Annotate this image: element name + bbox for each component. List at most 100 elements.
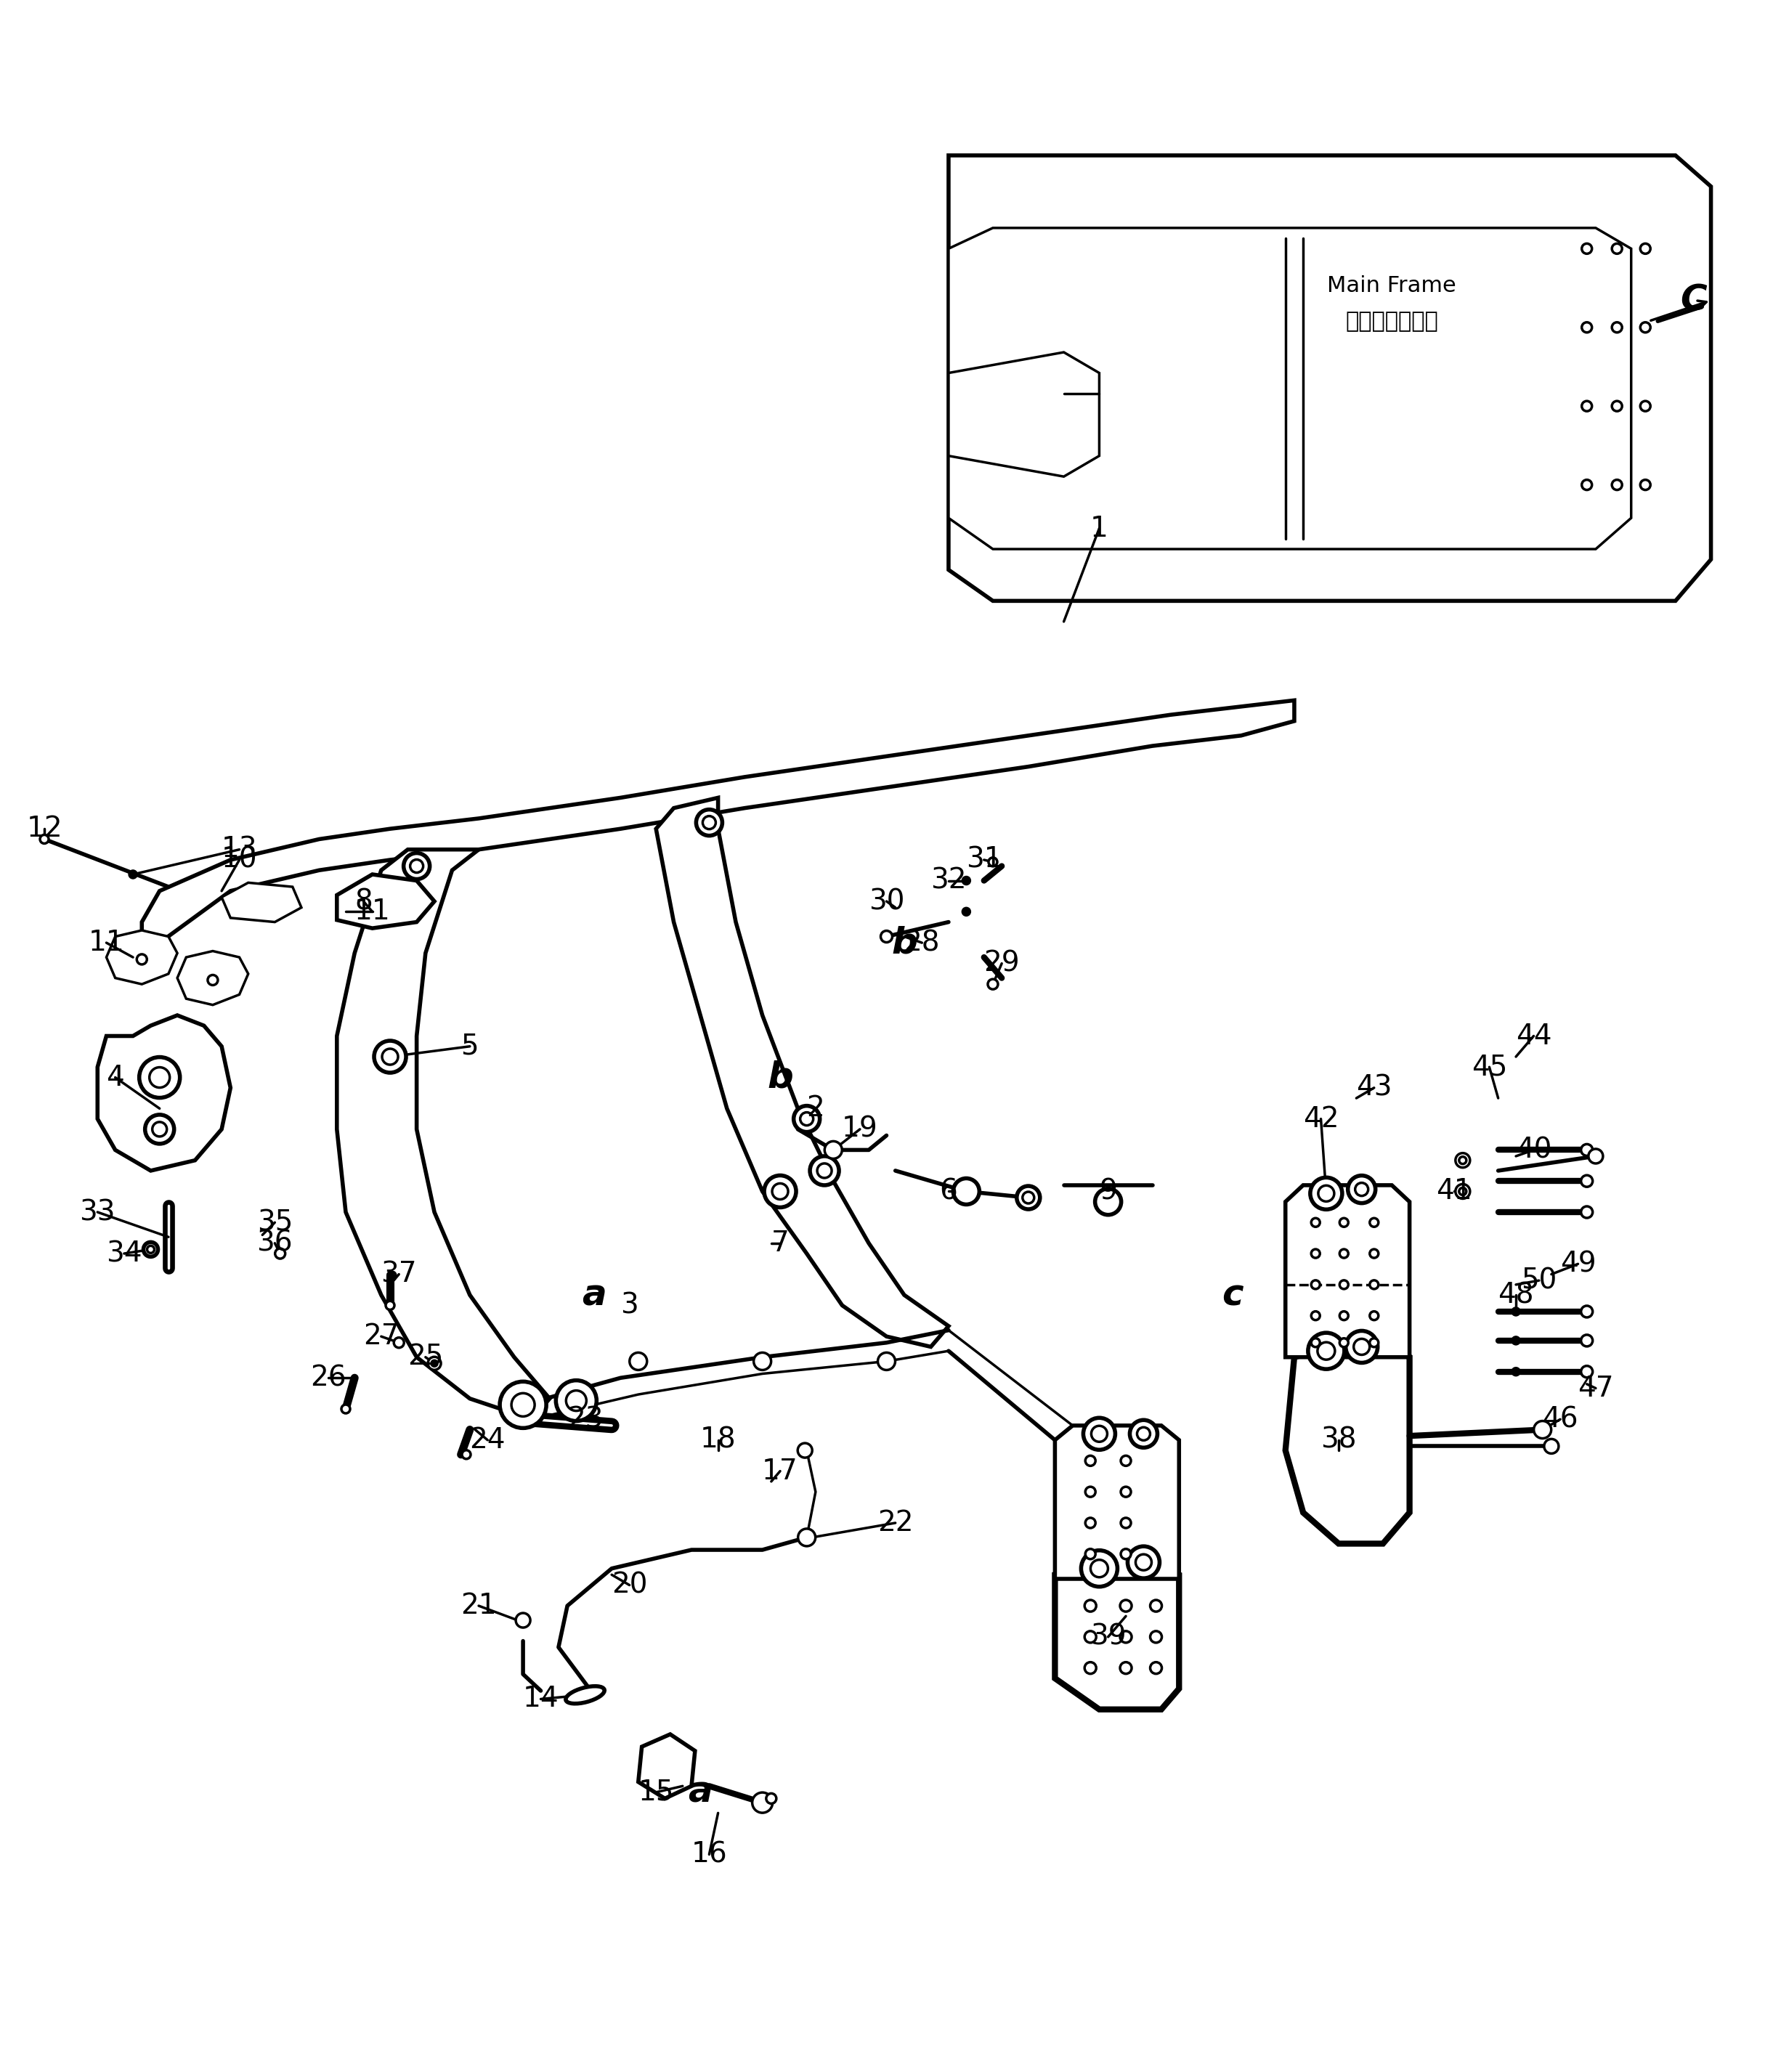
Circle shape <box>702 816 716 829</box>
Text: 50: 50 <box>1521 1266 1557 1295</box>
Circle shape <box>1308 1332 1344 1370</box>
Circle shape <box>404 854 429 879</box>
Text: 4: 4 <box>106 1063 124 1092</box>
Polygon shape <box>949 155 1711 601</box>
Circle shape <box>152 1121 167 1138</box>
Circle shape <box>1121 1519 1131 1527</box>
Text: 24: 24 <box>470 1426 505 1455</box>
Text: 26: 26 <box>310 1363 346 1392</box>
Circle shape <box>1151 1631 1161 1643</box>
Circle shape <box>1121 1600 1131 1612</box>
Text: C: C <box>1679 284 1707 317</box>
Circle shape <box>516 1612 530 1629</box>
Text: 42: 42 <box>1303 1104 1339 1133</box>
Circle shape <box>500 1382 546 1428</box>
Circle shape <box>1512 1307 1519 1316</box>
Circle shape <box>1612 244 1622 253</box>
Circle shape <box>1459 1156 1466 1164</box>
Text: 30: 30 <box>869 887 904 916</box>
Circle shape <box>1582 1365 1592 1378</box>
Circle shape <box>766 1794 777 1803</box>
Text: c: c <box>1222 1278 1243 1312</box>
Circle shape <box>1640 244 1651 253</box>
Circle shape <box>881 930 892 943</box>
Circle shape <box>800 1113 814 1125</box>
Circle shape <box>629 1353 647 1370</box>
Text: 32: 32 <box>931 866 966 895</box>
Circle shape <box>1612 402 1622 410</box>
Text: Main Frame: Main Frame <box>1328 276 1456 296</box>
Circle shape <box>145 1115 174 1144</box>
Text: 29: 29 <box>984 949 1019 978</box>
Text: a: a <box>688 1776 713 1809</box>
Polygon shape <box>337 850 550 1419</box>
Circle shape <box>1312 1249 1319 1258</box>
Circle shape <box>963 908 970 916</box>
Text: 15: 15 <box>638 1778 674 1807</box>
Text: 40: 40 <box>1516 1135 1551 1164</box>
Text: 20: 20 <box>612 1571 647 1600</box>
Text: 39: 39 <box>1090 1622 1126 1651</box>
Circle shape <box>1090 1426 1108 1442</box>
Text: 33: 33 <box>80 1198 115 1227</box>
Circle shape <box>1456 1183 1470 1200</box>
Text: 35: 35 <box>257 1208 293 1237</box>
Circle shape <box>1121 1457 1131 1465</box>
Circle shape <box>1371 1339 1378 1347</box>
Text: 25: 25 <box>408 1343 443 1372</box>
Circle shape <box>1121 1662 1131 1674</box>
Circle shape <box>1640 323 1651 332</box>
Circle shape <box>1582 1206 1592 1218</box>
Polygon shape <box>1285 1336 1410 1544</box>
Circle shape <box>794 1106 819 1131</box>
Text: b: b <box>892 926 917 959</box>
Circle shape <box>41 835 48 843</box>
Text: 28: 28 <box>904 928 940 957</box>
Text: 18: 18 <box>700 1426 736 1455</box>
Text: 43: 43 <box>1356 1073 1392 1102</box>
Text: 37: 37 <box>381 1260 417 1289</box>
Circle shape <box>381 1048 399 1065</box>
Circle shape <box>137 955 147 963</box>
Circle shape <box>817 1162 832 1179</box>
Circle shape <box>1371 1218 1378 1227</box>
Circle shape <box>1085 1550 1096 1558</box>
Circle shape <box>810 1156 839 1185</box>
Circle shape <box>566 1390 587 1411</box>
Circle shape <box>1355 1183 1369 1196</box>
Circle shape <box>463 1450 470 1459</box>
Circle shape <box>1121 1631 1131 1643</box>
Circle shape <box>342 1405 349 1413</box>
Circle shape <box>1347 1175 1376 1204</box>
Circle shape <box>431 1361 438 1365</box>
Circle shape <box>394 1339 404 1347</box>
Circle shape <box>752 1792 773 1813</box>
Text: 46: 46 <box>1543 1405 1578 1434</box>
Circle shape <box>798 1442 812 1459</box>
Circle shape <box>1371 1312 1378 1320</box>
Circle shape <box>1340 1280 1347 1289</box>
Text: 34: 34 <box>106 1239 142 1268</box>
Text: 10: 10 <box>222 845 257 874</box>
Circle shape <box>1085 1631 1096 1643</box>
Circle shape <box>1612 323 1622 332</box>
Circle shape <box>1085 1488 1096 1496</box>
Circle shape <box>1346 1330 1378 1363</box>
Text: 9: 9 <box>1099 1177 1117 1206</box>
Circle shape <box>144 1241 158 1258</box>
Text: 38: 38 <box>1321 1426 1356 1455</box>
Text: 17: 17 <box>762 1457 798 1486</box>
Circle shape <box>1456 1152 1470 1169</box>
Circle shape <box>1340 1339 1347 1347</box>
Text: 36: 36 <box>257 1229 293 1258</box>
Circle shape <box>963 876 970 885</box>
Circle shape <box>1582 1305 1592 1318</box>
Text: 31: 31 <box>966 845 1002 874</box>
Polygon shape <box>638 1734 695 1798</box>
Text: 11: 11 <box>89 928 124 957</box>
Circle shape <box>1085 1519 1096 1527</box>
Polygon shape <box>142 700 1294 963</box>
Circle shape <box>1512 1368 1519 1376</box>
Circle shape <box>557 1380 596 1421</box>
Circle shape <box>989 858 996 866</box>
